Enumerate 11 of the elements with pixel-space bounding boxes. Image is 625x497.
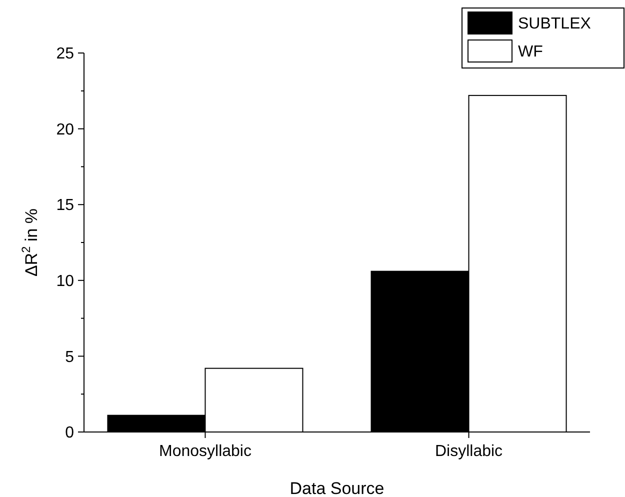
y-tick-label: 15	[56, 197, 74, 214]
y-tick-label: 0	[65, 424, 74, 442]
y-tick-label: 10	[56, 273, 74, 290]
x-tick-label: Disyllabic	[434, 443, 503, 460]
x-tick-label: Monosyllabic	[158, 443, 252, 460]
y-tick-label: 5	[65, 348, 74, 366]
x-axis-title: Data Source	[290, 479, 384, 497]
y-tick-label: 20	[56, 121, 74, 138]
legend-label: SUBTLEX	[518, 16, 592, 33]
y-tick-label: 25	[56, 46, 74, 63]
legend-label: WF	[518, 44, 544, 61]
